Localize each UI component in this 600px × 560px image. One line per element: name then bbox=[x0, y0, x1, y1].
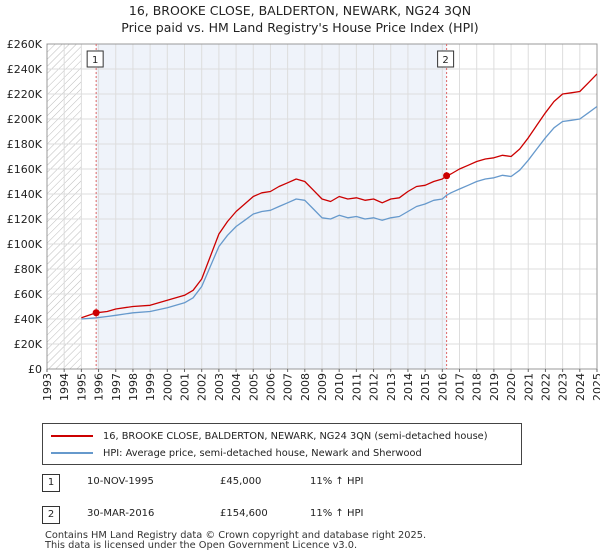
legend: 16, BROOKE CLOSE, BALDERTON, NEWARK, NG2… bbox=[42, 423, 522, 465]
hpi-line bbox=[81, 105, 597, 320]
annotation-badge-box bbox=[437, 50, 455, 68]
x-tick-label: 2020 bbox=[505, 373, 518, 401]
x-tick-label: 2011 bbox=[350, 373, 363, 401]
price-paid-line bbox=[81, 73, 597, 319]
x-tick-label: 2019 bbox=[488, 373, 501, 401]
y-tick-label: £60K bbox=[14, 288, 43, 301]
footer-copyright: Contains HM Land Registry data © Crown c… bbox=[45, 530, 427, 541]
x-tick-label: 2022 bbox=[539, 373, 552, 401]
y-tick-label: £120K bbox=[7, 213, 43, 226]
annotation-badge-label: 2 bbox=[442, 55, 448, 66]
x-tick-label: 2025 bbox=[591, 373, 600, 401]
transaction-row: 2 30-MAR-2016 £154,600 11% ↑ HPI bbox=[42, 506, 562, 524]
x-tick-label: 2017 bbox=[454, 373, 467, 401]
transaction-date: 10-NOV-1995 bbox=[87, 476, 154, 487]
x-tick-label: 2024 bbox=[574, 373, 587, 401]
x-tick-label: 1997 bbox=[110, 373, 123, 401]
x-tick-label: 2003 bbox=[213, 373, 226, 401]
y-tick-label: £100K bbox=[7, 238, 43, 251]
x-tick-label: 2007 bbox=[282, 373, 295, 401]
transaction-hpi: 11% ↑ HPI bbox=[310, 476, 364, 487]
chart: £0 £20K £40K £60K £80K £100K £120K £140K £160K £1… bbox=[7, 38, 600, 401]
transaction-row: 1 10-NOV-1995 £45,000 11% ↑ HPI bbox=[42, 474, 562, 492]
x-tick-label: 2014 bbox=[402, 373, 415, 401]
x-tick-label: 1998 bbox=[127, 373, 140, 401]
y-tick-label: £40K bbox=[14, 313, 43, 326]
footer-license: This data is licensed under the Open Gov… bbox=[45, 540, 358, 551]
x-tick-label: 1993 bbox=[41, 373, 54, 401]
x-tick-label: 2018 bbox=[471, 373, 484, 401]
x-tick-label: 2012 bbox=[368, 373, 381, 401]
x-tick-label: 2000 bbox=[161, 373, 174, 401]
x-tick-label: 2005 bbox=[247, 373, 260, 401]
legend-item-hpi: HPI: Average price, semi-detached house,… bbox=[51, 445, 422, 461]
legend-swatch-hpi bbox=[51, 452, 93, 454]
footer: Contains HM Land Registry data © Crown c… bbox=[45, 531, 426, 551]
x-tick-label: 2023 bbox=[557, 373, 570, 401]
y-tick-label: £0 bbox=[28, 363, 42, 376]
transaction-badge: 2 bbox=[42, 506, 60, 524]
legend-label-price: 16, BROOKE CLOSE, BALDERTON, NEWARK, NG2… bbox=[103, 430, 488, 442]
legend-item-price: 16, BROOKE CLOSE, BALDERTON, NEWARK, NG2… bbox=[51, 428, 488, 444]
x-tick-label: 2010 bbox=[333, 373, 346, 401]
x-tick-label: 2021 bbox=[522, 373, 535, 401]
x-tick-label: 2002 bbox=[196, 373, 209, 401]
x-tick-label: 2006 bbox=[264, 373, 277, 401]
x-tick-label: 2004 bbox=[230, 373, 243, 401]
x-tick-label: 1999 bbox=[144, 373, 157, 401]
chart-title: 16, BROOKE CLOSE, BALDERTON, NEWARK, NG2… bbox=[128, 3, 472, 18]
transaction-hpi: 11% ↑ HPI bbox=[310, 508, 364, 519]
legend-swatch-price bbox=[51, 435, 93, 437]
x-tick-label: 2009 bbox=[316, 373, 329, 401]
x-tick-label: 1995 bbox=[75, 373, 88, 401]
x-tick-label: 2008 bbox=[299, 373, 312, 401]
legend-label-hpi: HPI: Average price, semi-detached house,… bbox=[103, 447, 422, 459]
x-tick-label: 1996 bbox=[93, 373, 106, 401]
y-tick-label: £160K bbox=[7, 163, 43, 176]
shaded-region bbox=[96, 44, 447, 369]
y-tick-label: £80K bbox=[14, 263, 43, 276]
y-tick-label: £240K bbox=[7, 63, 43, 76]
transaction-badge: 1 bbox=[42, 474, 60, 492]
y-tick-label: £260K bbox=[7, 38, 43, 51]
x-tick-label: 2016 bbox=[436, 373, 449, 401]
transaction-price: £45,000 bbox=[220, 476, 262, 487]
sale-point bbox=[92, 309, 100, 317]
y-tick-label: £200K bbox=[7, 113, 43, 126]
x-tick-label: 2001 bbox=[179, 373, 192, 401]
y-tick-label: £20K bbox=[14, 338, 43, 351]
y-tick-label: £140K bbox=[7, 188, 43, 201]
x-tick-label: 2013 bbox=[385, 373, 398, 401]
y-tick-label: £220K bbox=[7, 88, 43, 101]
x-tick-label: 2015 bbox=[419, 373, 432, 401]
annotation-badge-box bbox=[86, 50, 104, 68]
transaction-date: 30-MAR-2016 bbox=[87, 508, 155, 519]
y-tick-label: £180K bbox=[7, 138, 43, 151]
chart-subtitle: Price paid vs. HM Land Registry's House … bbox=[121, 20, 479, 35]
x-tick-label: 1994 bbox=[58, 373, 71, 401]
transaction-price: £154,600 bbox=[220, 508, 268, 519]
annotation-badge-label: 1 bbox=[92, 55, 98, 66]
sale-point bbox=[443, 172, 451, 180]
